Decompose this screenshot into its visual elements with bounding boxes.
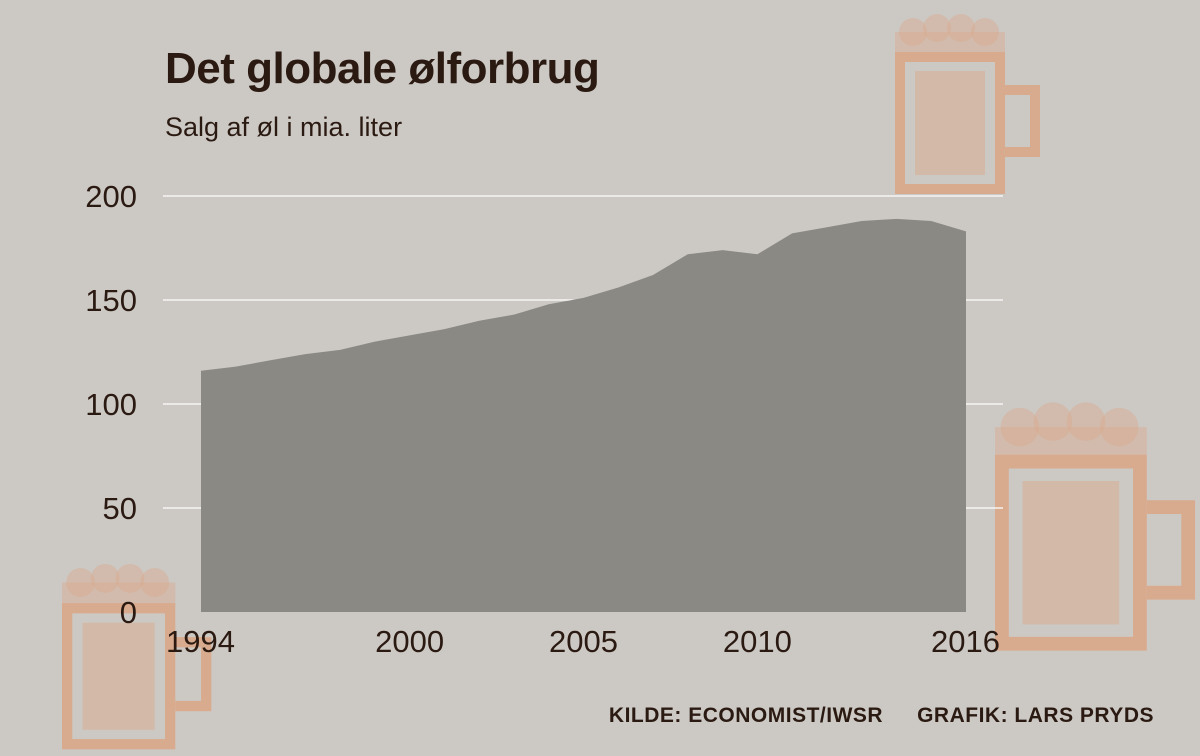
y-axis-ticks: 0 50 100 150 200 (85, 179, 137, 630)
beer-mug-icon (62, 563, 212, 750)
beer-mug-icon (995, 402, 1196, 651)
mug-decorations (62, 14, 1196, 750)
source-label: KILDE: ECONOMIST/IWSR (608, 704, 884, 727)
chart-title: Det globale ølforbrug (165, 44, 600, 93)
credits: KILDE: ECONOMIST/IWSR GRAFIK: LARS PRYDS (575, 704, 1154, 728)
area-series (201, 218, 966, 612)
y-tick-label: 150 (85, 283, 137, 318)
chart-subtitle: Salg af øl i mia. liter (165, 112, 403, 142)
x-tick-label: 2016 (931, 624, 1000, 659)
x-tick-label: 1994 (166, 624, 235, 659)
y-tick-label: 0 (120, 595, 137, 630)
x-tick-label: 2010 (723, 624, 792, 659)
x-tick-label: 2000 (375, 624, 444, 659)
beer-mug-icon (895, 14, 1040, 194)
x-axis-ticks: 1994 2000 2005 2010 2016 (166, 624, 1000, 659)
credit-label: GRAFIK: LARS PRYDS (917, 704, 1154, 727)
y-tick-label: 50 (103, 491, 137, 526)
x-tick-label: 2005 (549, 624, 618, 659)
y-tick-label: 100 (85, 387, 137, 422)
y-tick-label: 200 (85, 179, 137, 214)
